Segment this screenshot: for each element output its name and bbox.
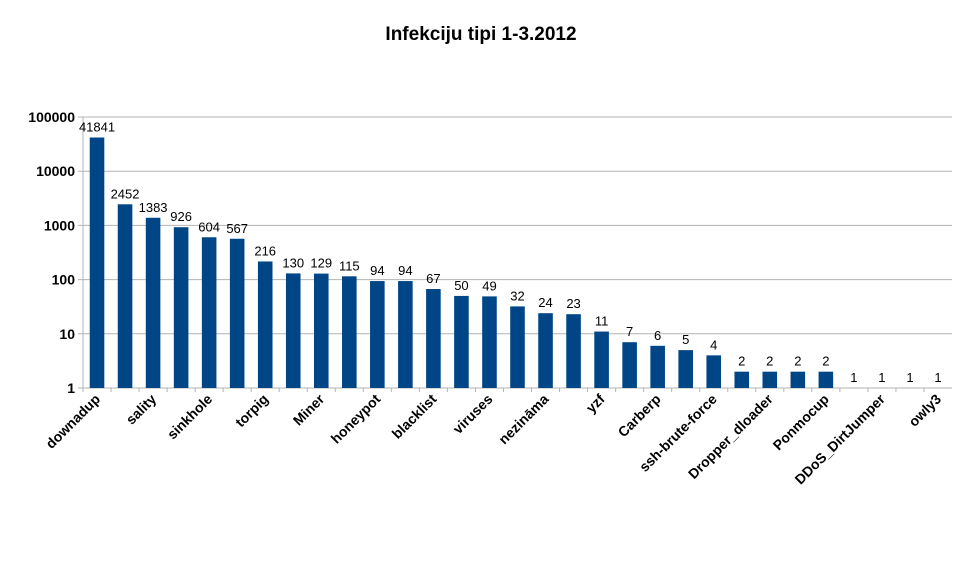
x-tick-label: sality [123,391,160,428]
bar [790,371,806,388]
data-label: 7 [626,324,633,339]
chart-title: Infekciju tipi 1-3.2012 [385,24,577,45]
data-label: 2 [738,354,745,369]
bar [117,204,133,388]
y-tick-label: 100000 [28,109,75,125]
data-label: 1 [906,370,913,385]
bar [173,227,189,388]
bar [370,281,385,388]
data-label: 2452 [111,186,140,201]
y-tick-label: 10000 [36,163,75,179]
bar [818,371,834,388]
bar [257,261,273,388]
data-label: 1 [878,370,885,385]
x-tick-label: sinkhole [164,391,216,443]
x-tick-label: Miner [290,390,328,428]
x-tick-label: blacklist [389,391,440,442]
data-label: 5 [682,332,689,347]
bar [229,238,245,388]
data-label: 115 [339,258,360,273]
bar [594,331,609,388]
bar [538,313,553,388]
data-label: 49 [482,278,496,293]
bar [285,273,301,388]
data-label: 1 [850,370,857,385]
data-label: 1383 [139,200,168,215]
data-label: 94 [370,263,384,278]
bar [678,350,693,388]
x-tick-label: honeypot [328,391,384,447]
x-tick-label: downadup [42,391,103,452]
x-tick-label: Carberp [615,391,664,440]
data-label: 1 [934,370,941,385]
data-label: 23 [566,296,580,311]
bar [201,237,217,388]
bar [510,306,525,388]
data-label: 50 [454,278,468,293]
bar [566,314,581,388]
bar [622,342,637,388]
data-label: 11 [595,314,609,329]
y-tick-label: 100 [52,272,76,288]
data-label: 129 [310,256,332,271]
y-tick-label: 1 [67,380,75,396]
data-label: 6 [654,328,661,343]
data-label: 926 [170,209,192,224]
bar [398,281,413,388]
data-label: 41841 [79,120,115,135]
bar [426,289,441,388]
data-label: 2 [794,354,801,369]
x-tick-label: torpig [232,391,271,430]
x-tick-label: nezināma [495,391,552,448]
bar [650,345,665,388]
data-label: 604 [198,219,220,234]
data-label: 2 [822,354,829,369]
bar [706,355,722,388]
bar [89,137,105,388]
bar [342,276,357,388]
data-label: 4 [710,337,717,352]
data-label: 216 [254,243,276,258]
bar [482,296,497,388]
bar [762,371,778,388]
data-label: 2 [766,354,773,369]
y-tick-label: 10 [59,326,75,342]
x-tick-label: viruses [450,391,496,437]
data-label: 130 [282,255,304,270]
bar [313,273,329,388]
bar [734,371,750,388]
y-tick-label: 1000 [44,217,75,233]
bar [454,295,469,388]
data-label: 24 [538,295,552,310]
data-label: 32 [510,288,524,303]
bar [145,217,161,388]
data-label: 67 [426,271,440,286]
x-tick-label: yzf [583,391,608,416]
x-tick-label: owly3 [905,391,944,430]
data-label: 94 [398,263,412,278]
data-label: 567 [226,221,248,236]
